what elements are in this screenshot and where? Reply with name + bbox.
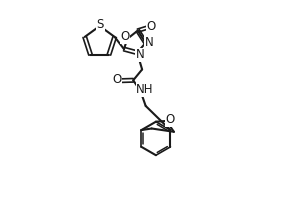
Text: O: O (165, 113, 175, 126)
Text: O: O (112, 73, 121, 86)
Text: N: N (145, 36, 154, 49)
Text: O: O (147, 20, 156, 33)
Text: O: O (120, 30, 129, 43)
Text: N: N (136, 48, 145, 61)
Text: NH: NH (136, 83, 154, 96)
Text: S: S (97, 18, 104, 31)
